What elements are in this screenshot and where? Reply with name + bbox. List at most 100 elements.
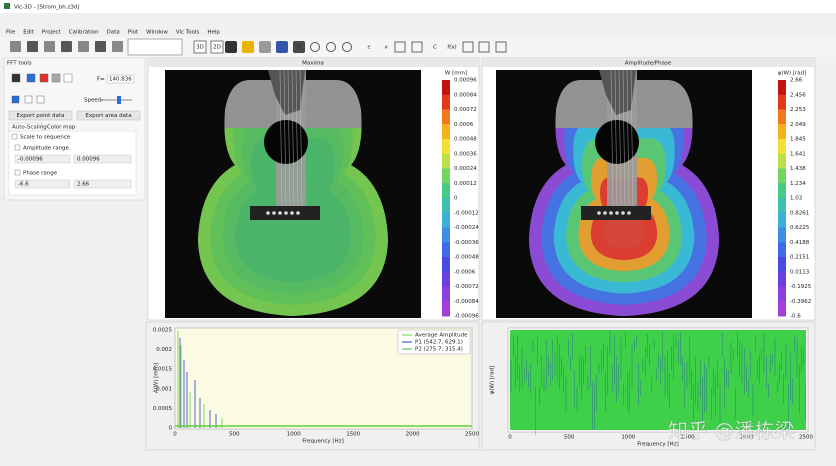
tool-button[interactable]: [44, 41, 55, 52]
panel-title: Amplitude/Phase: [625, 61, 672, 67]
tool-button[interactable]: [326, 42, 336, 52]
string: [287, 69, 291, 211]
range-input[interactable]: [14, 154, 71, 164]
colorbar-cell: [778, 242, 786, 258]
tool-button[interactable]: [112, 41, 123, 52]
control-button[interactable]: [63, 73, 73, 83]
menu-item[interactable]: Vic Tools: [176, 30, 200, 36]
colorbar-tick: -0.00036: [454, 240, 479, 246]
menu-item[interactable]: Calibration: [69, 30, 99, 36]
control-button[interactable]: [39, 73, 49, 83]
colorbar-tick: 0.00072: [454, 107, 477, 113]
freq-input[interactable]: [106, 74, 135, 84]
tool-button[interactable]: [210, 40, 224, 54]
tool-button[interactable]: [61, 41, 72, 52]
colorbar-tick: 1.234: [790, 181, 806, 187]
x-tick-label: 500: [564, 435, 575, 441]
y-axis-label: φ(W) [rad]: [490, 366, 496, 395]
string: [295, 69, 299, 211]
bridge-pin: [603, 211, 607, 215]
checkbox[interactable]: [11, 133, 18, 140]
colorbar-tick: 0.0113: [790, 269, 810, 275]
freq-label: F=: [97, 77, 105, 83]
bridge-pin: [597, 211, 601, 215]
x-tick-label: 0: [173, 432, 177, 438]
colorbar-tick: -0.00096: [454, 314, 479, 320]
tool-button[interactable]: [495, 41, 507, 53]
range-input[interactable]: [73, 154, 132, 164]
colorbar-cell: [442, 183, 450, 199]
string: [622, 69, 626, 211]
playback-button[interactable]: [11, 95, 20, 104]
bridge-pin: [296, 211, 300, 215]
tool-button[interactable]: [242, 41, 254, 53]
tool-button[interactable]: [78, 41, 89, 52]
tool-button[interactable]: [225, 41, 237, 53]
colorbar-tick: 2.049: [790, 122, 806, 128]
range-input[interactable]: [14, 179, 71, 189]
tool-button[interactable]: [193, 40, 207, 54]
control-button[interactable]: [11, 73, 21, 83]
legend-label: Average Amplitude: [415, 333, 468, 339]
tool-button[interactable]: [294, 42, 304, 52]
colorbar-tick: 1.845: [790, 137, 806, 143]
menu-item[interactable]: Data: [107, 30, 120, 36]
tool-button[interactable]: [10, 41, 21, 52]
colorbar-tick: 2.456: [790, 92, 806, 98]
x-axis-label: Frequency [Hz]: [637, 442, 678, 448]
tool-button[interactable]: [310, 42, 320, 52]
y-tick-label: 0.001: [156, 386, 172, 392]
tool-button[interactable]: [411, 41, 423, 53]
tool-button[interactable]: [27, 41, 38, 52]
range-min: -0.00096: [18, 157, 43, 163]
menu-item[interactable]: Edit: [23, 30, 34, 36]
checkbox[interactable]: [14, 169, 21, 176]
menu-item[interactable]: Project: [42, 30, 62, 36]
string: [614, 69, 618, 211]
tool-label[interactable]: f(x): [447, 45, 456, 51]
tool-label: 3D: [196, 45, 204, 51]
menu-item[interactable]: Help: [207, 30, 220, 36]
export-button[interactable]: [76, 110, 141, 121]
string: [283, 69, 287, 211]
playback-button[interactable]: [36, 95, 45, 104]
tool-label[interactable]: ν: [384, 45, 387, 51]
tool-button[interactable]: [478, 41, 490, 53]
colorbar-tick: -0.00072: [454, 284, 479, 290]
x-tick-label: 1500: [346, 432, 360, 438]
menu-item[interactable]: File: [6, 30, 16, 36]
range-input[interactable]: [73, 179, 132, 189]
control-button[interactable]: [26, 73, 36, 83]
tab-label[interactable]: Auto-Scaling: [12, 125, 47, 131]
freq-value: 140.836: [109, 77, 132, 83]
control-button[interactable]: [51, 73, 61, 83]
colorbar-cell: [778, 153, 786, 169]
bridge-pin: [290, 211, 294, 215]
colorbar-tick: 0.00084: [454, 92, 477, 98]
x-tick-label: 1000: [287, 432, 301, 438]
checkbox[interactable]: [14, 144, 21, 151]
tool-button[interactable]: [342, 42, 352, 52]
tool-button[interactable]: [462, 41, 474, 53]
tool-button[interactable]: [394, 41, 406, 53]
menu-item[interactable]: Plot: [128, 30, 139, 36]
export-label: Export point data: [17, 113, 65, 119]
speed-thumb[interactable]: [117, 96, 121, 104]
tool-button[interactable]: [276, 41, 288, 53]
playback-button[interactable]: [24, 95, 33, 104]
tool-button[interactable]: [95, 41, 106, 52]
colorbar-label: W [mm]: [445, 71, 467, 77]
colorbar-tick: 1.438: [790, 166, 806, 172]
colorbar-cell: [778, 109, 786, 125]
tool-label[interactable]: C: [433, 45, 437, 51]
menu-item[interactable]: Window: [146, 30, 168, 36]
export-button[interactable]: [8, 110, 73, 121]
colorbar-label: φ(W) [rad]: [778, 71, 807, 77]
tool-button[interactable]: [259, 41, 271, 53]
tab-label[interactable]: Color map: [47, 125, 76, 131]
toolbar-input[interactable]: [127, 38, 183, 56]
colorbar-tick: 0.00096: [454, 78, 477, 84]
tool-label[interactable]: ε: [368, 45, 371, 51]
colorbar-cell: [778, 301, 786, 317]
